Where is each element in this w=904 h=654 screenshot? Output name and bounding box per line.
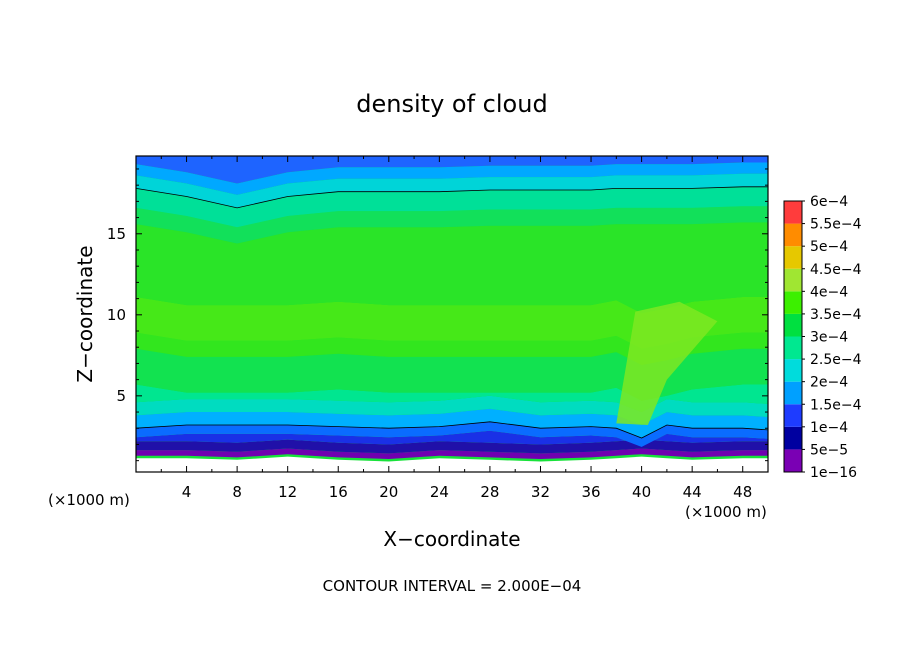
x-tick-label: 32 — [531, 483, 550, 501]
contour-line — [135, 421, 769, 439]
colorbar-label: 5.5e−4 — [810, 217, 862, 233]
y-tick-label: 15 — [107, 225, 126, 243]
colorbar-label: 5e−4 — [810, 239, 848, 255]
colorbar-label: 6e−4 — [810, 194, 848, 210]
colorbar-label: 4.5e−4 — [810, 262, 862, 278]
contour-band — [136, 162, 768, 195]
x-tick-label: 44 — [683, 483, 702, 501]
colorbar-label: 1e−16 — [810, 465, 857, 481]
contour-band — [136, 186, 768, 228]
x-tick-label: 12 — [278, 483, 297, 501]
contour-band-top — [136, 156, 768, 184]
x-axis: 4 8 12 16 20 24 28 32 36 40 44 48 — [160, 156, 752, 501]
colorbar-label: 1.5e−4 — [810, 397, 862, 413]
contour-band — [136, 332, 768, 365]
colorbar-label: 5e−5 — [810, 442, 848, 458]
colorbar-swatch — [784, 449, 802, 472]
colorbar-swatch — [784, 381, 802, 405]
colorbar-label: 3e−4 — [810, 330, 848, 346]
x-tick-label: 16 — [329, 483, 348, 501]
colorbar-swatch — [784, 426, 802, 450]
x-tick-label: 8 — [232, 483, 242, 501]
x-unit-left: (×1000 m) — [48, 491, 130, 509]
contour-band — [136, 173, 768, 208]
contour-band — [136, 408, 768, 438]
colorbar-label: 1e−4 — [810, 420, 848, 436]
x-tick-label: 28 — [480, 483, 499, 501]
x-tick-label: 40 — [632, 483, 651, 501]
y-tick-label: 5 — [116, 387, 126, 405]
contour-band — [136, 206, 768, 244]
colorbar-swatch — [784, 336, 802, 360]
x-tick-label: 24 — [430, 483, 449, 501]
contour-band — [136, 384, 768, 412]
contour-band — [136, 222, 768, 314]
colorbar: 1e−16 5e−5 1e−4 1.5e−4 2e−4 2.5e−4 3e−4 3.5e−4 4… — [783, 194, 862, 481]
x-tick-label: 20 — [379, 483, 398, 501]
contour-band — [136, 430, 768, 447]
colorbar-label: 2e−4 — [810, 375, 848, 391]
contour-band — [136, 448, 768, 459]
colorbar-label: 2.5e−4 — [810, 352, 862, 368]
colorbar-swatch — [784, 404, 802, 427]
plume-core — [616, 301, 718, 425]
contour-band-core — [136, 297, 768, 349]
contour-band — [136, 348, 768, 401]
colorbar-swatch — [784, 246, 802, 269]
colorbar-label: 3.5e−4 — [810, 307, 862, 323]
colorbar-swatch — [784, 313, 802, 337]
colorbar-swatch — [784, 291, 802, 314]
chart-title: density of cloud — [356, 90, 547, 118]
x-axis-label: X−coordinate — [383, 527, 520, 551]
plot-area — [135, 156, 769, 472]
contour-band — [136, 439, 768, 454]
contour-interval-footer: CONTOUR INTERVAL = 2.000E−04 — [323, 577, 582, 595]
x-tick-label: 36 — [581, 483, 600, 501]
colorbar-swatch — [784, 223, 802, 247]
colorbar-swatch — [784, 268, 802, 292]
contour-band — [136, 395, 768, 425]
y-axis-label: Z−coordinate — [73, 245, 97, 382]
plot-frame — [135, 155, 769, 473]
y-axis: 5 10 15 — [107, 168, 768, 462]
x-tick-label: 48 — [733, 483, 752, 501]
x-tick-label: 4 — [182, 483, 192, 501]
y-tick-label: 10 — [107, 306, 126, 324]
x-unit-right: (×1000 m) — [685, 503, 767, 521]
surface-gap — [136, 456, 768, 472]
colorbar-swatch — [784, 201, 802, 224]
contour-line — [135, 186, 768, 209]
colorbar-swatch — [784, 359, 802, 382]
colorbar-label: 4e−4 — [810, 284, 848, 300]
